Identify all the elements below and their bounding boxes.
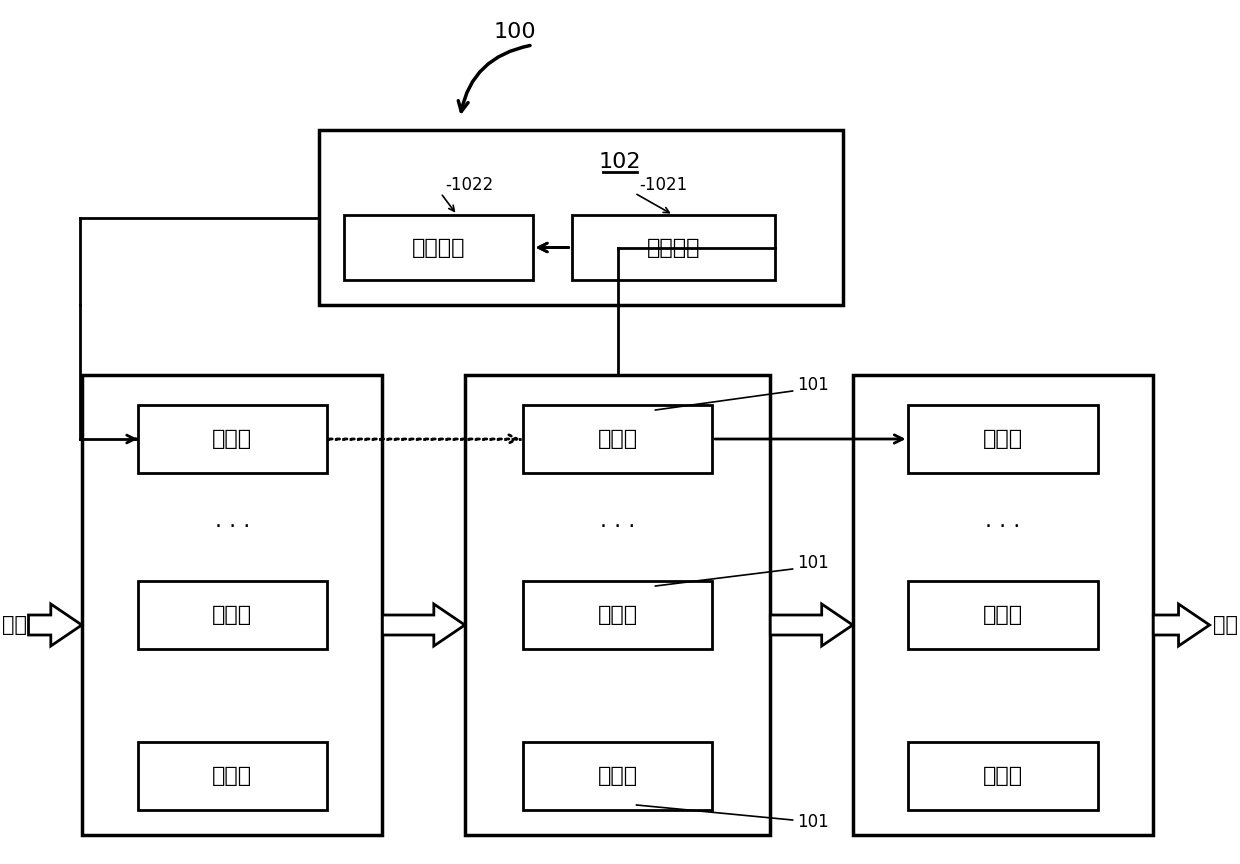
Bar bbox=[909, 405, 1097, 473]
Text: 101: 101 bbox=[797, 554, 830, 572]
Bar bbox=[138, 405, 326, 473]
Text: 处理器: 处理器 bbox=[212, 429, 252, 449]
Text: · · ·: · · · bbox=[215, 517, 249, 537]
Text: 处理器: 处理器 bbox=[983, 605, 1023, 625]
Bar bbox=[909, 581, 1097, 649]
Text: 处理器: 处理器 bbox=[983, 766, 1023, 786]
Text: 输出: 输出 bbox=[1214, 615, 1239, 635]
Polygon shape bbox=[1153, 604, 1209, 646]
Bar bbox=[523, 742, 712, 810]
Text: 100: 100 bbox=[494, 22, 537, 42]
Text: 处理器: 处理器 bbox=[212, 766, 252, 786]
Text: 102: 102 bbox=[599, 152, 641, 172]
Bar bbox=[343, 215, 533, 280]
Bar bbox=[853, 375, 1153, 835]
Text: 发送模块: 发送模块 bbox=[412, 238, 465, 257]
Text: -1022: -1022 bbox=[445, 176, 494, 194]
Bar bbox=[465, 375, 770, 835]
Text: 处理器: 处理器 bbox=[212, 605, 252, 625]
Bar bbox=[320, 130, 843, 305]
Polygon shape bbox=[382, 604, 465, 646]
Text: -1021: -1021 bbox=[640, 176, 688, 194]
Bar bbox=[82, 375, 382, 835]
Text: 处理器: 处理器 bbox=[598, 605, 637, 625]
Text: · · ·: · · · bbox=[600, 517, 635, 537]
Text: · · ·: · · · bbox=[986, 517, 1021, 537]
Bar bbox=[523, 405, 712, 473]
Polygon shape bbox=[770, 604, 853, 646]
Bar bbox=[909, 742, 1097, 810]
Bar bbox=[138, 581, 326, 649]
Bar bbox=[572, 215, 775, 280]
Text: 输入: 输入 bbox=[1, 615, 26, 635]
Text: 缓存队列: 缓存队列 bbox=[646, 238, 701, 257]
Text: 处理器: 处理器 bbox=[598, 766, 637, 786]
Text: 处理器: 处理器 bbox=[983, 429, 1023, 449]
Text: 101: 101 bbox=[797, 376, 830, 394]
Text: 处理器: 处理器 bbox=[598, 429, 637, 449]
Text: 101: 101 bbox=[797, 813, 830, 831]
Polygon shape bbox=[29, 604, 82, 646]
Bar bbox=[138, 742, 326, 810]
Bar bbox=[523, 581, 712, 649]
